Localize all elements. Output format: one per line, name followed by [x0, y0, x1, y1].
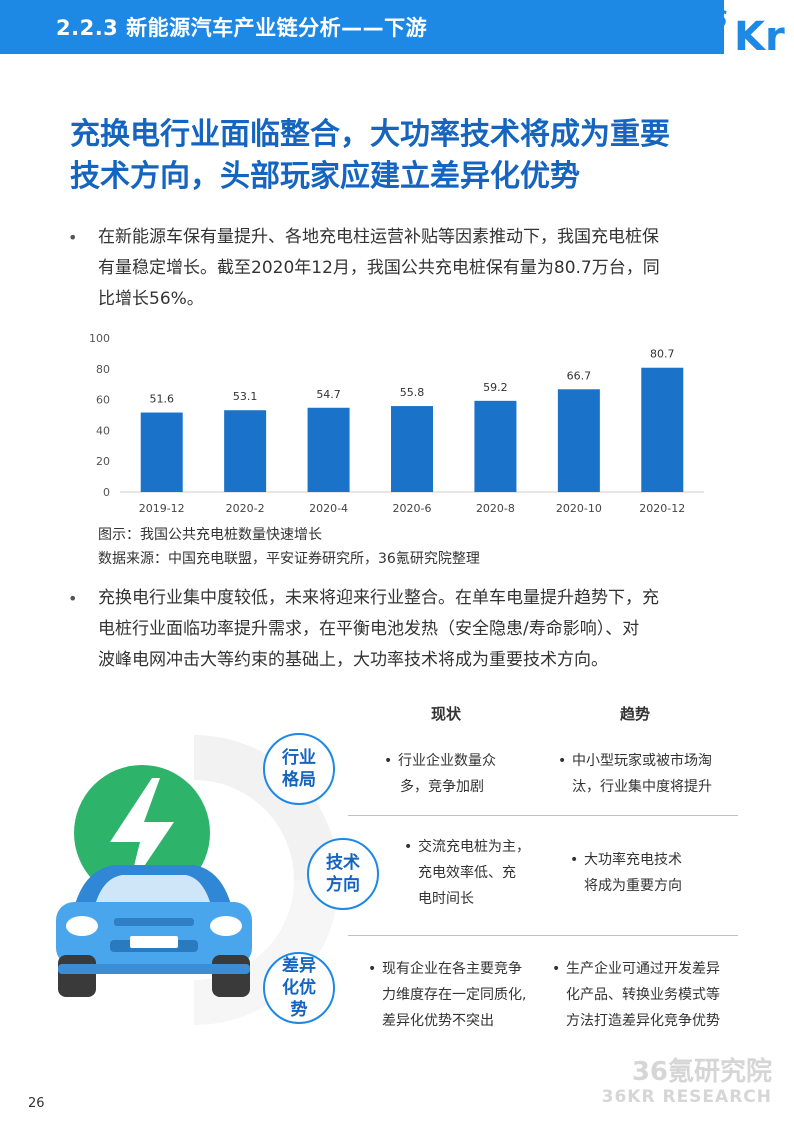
- svg-text:36: 36: [694, 6, 727, 34]
- bullet-1-line: 在新能源车保有量提升、各地充电柱运营补贴等因素推动下，我国充电桩保: [98, 227, 659, 247]
- bullet-marker: •: [68, 228, 78, 247]
- bar: [140, 412, 183, 492]
- x-tick-label: 2020-6: [393, 502, 432, 515]
- header-bar: 2.2.3 新能源汽车产业链分析——下游: [0, 0, 724, 54]
- column-header-current: 现状: [431, 705, 462, 723]
- cell-current-2: • 交流充电桩为主， 充电效率低、充 电时间长: [404, 839, 530, 907]
- bullet-1-line: 有量稳定增长。截至2020年12月，我国公共充电桩保有量为80.7万台，同: [98, 258, 660, 278]
- x-tick-label: 2020-10: [556, 502, 602, 515]
- cell-current-3: • 现有企业在各主要竞争 力维度存在一定同质化, 差异化优势不突出: [368, 961, 527, 1029]
- bar-value-label: 51.6: [149, 393, 174, 406]
- x-tick-label: 2020-4: [309, 502, 348, 515]
- electric-car-icon: [56, 865, 252, 997]
- grey-ring-decoration: [194, 735, 339, 880]
- y-tick-label: 80: [96, 363, 110, 376]
- bar: [557, 389, 600, 492]
- section-title: 2.2.3 新能源汽车产业链分析——下游: [56, 16, 428, 40]
- bar: [641, 367, 684, 492]
- bar-value-label: 53.1: [233, 390, 258, 403]
- watermark-en: 36KR RESEARCH: [601, 1087, 772, 1107]
- source-caption: 数据来源：中国充电联盟，平安证券研究所，36氪研究院整理: [98, 551, 480, 567]
- bar-value-label: 80.7: [650, 348, 675, 361]
- bullet-2-line: 充换电行业集中度较低，未来将迎来行业整合。在单车电量提升趋势下，充: [98, 588, 659, 608]
- cell-trend-3: • 生产企业可通过开发差异 化产品、转换业务模式等 方法打造差异化竞争优势: [552, 961, 720, 1029]
- bullet-2-line: 波峰电网冲击大等约束的基础上，大功率技术将成为重要技术方向。: [98, 650, 608, 670]
- watermark-cn: 36氪研究院: [631, 1057, 772, 1087]
- row-divider: [348, 815, 738, 816]
- row-divider: [348, 935, 738, 936]
- bar: [474, 400, 517, 492]
- x-tick-label: 2020-12: [639, 502, 685, 515]
- bullet-marker: •: [68, 589, 78, 608]
- bar: [224, 410, 267, 492]
- bar: [307, 407, 350, 492]
- bar: [391, 406, 433, 492]
- ev-charging-illustration: [56, 735, 339, 1025]
- bar-value-label: 55.8: [400, 386, 425, 399]
- bar-value-label: 54.7: [316, 388, 341, 401]
- y-tick-label: 20: [96, 455, 110, 468]
- bullet-1-line: 比增长56%。: [98, 289, 204, 309]
- 36kr-research-watermark: 36氪研究院 36KR RESEARCH: [602, 1057, 772, 1107]
- cell-current-1: • 行业企业数量众 多，竞争加剧: [384, 753, 496, 795]
- column-header-trend: 趋势: [620, 705, 651, 723]
- heading-line-1: 充换电行业面临整合，大功率技术将成为重要: [70, 117, 670, 152]
- cell-trend-2: • 大功率充电技术 将成为重要方向: [570, 852, 682, 894]
- x-tick-label: 2019-12: [139, 502, 185, 515]
- x-tick-label: 2020-2: [226, 502, 265, 515]
- y-tick-label: 0: [103, 486, 110, 499]
- charging-pile-bar-chart: 0 20 40 60 80 100 51.6 2019-12 53.1 2020-2 54.7 202…: [89, 332, 704, 515]
- lightning-bolt-icon: [110, 778, 174, 890]
- bar-value-label: 66.7: [567, 369, 592, 382]
- row-label-tech-direction: 技术方向: [307, 838, 379, 910]
- row-label-differentiation: 差异化优势: [263, 952, 335, 1024]
- bullet-paragraph-1: 在新能源车保有量提升、各地充电柱运营补贴等因素推动下，我国充电桩保 有量稳定增长…: [98, 222, 728, 315]
- bar-value-label: 59.2: [483, 381, 508, 394]
- page-heading: 充换电行业面临整合，大功率技术将成为重要 技术方向，头部玩家应建立差异化优势: [70, 114, 750, 198]
- heading-line-2: 技术方向，头部玩家应建立差异化优势: [70, 159, 580, 194]
- bullet-paragraph-2: 充换电行业集中度较低，未来将迎来行业整合。在单车电量提升趋势下，充 电桩行业面临…: [98, 583, 728, 676]
- y-tick-label: 40: [96, 424, 110, 437]
- figure-caption: 图示：我国公共充电桩数量快速增长: [98, 527, 322, 543]
- page-number: 26: [28, 1096, 45, 1111]
- y-tick-label: 100: [89, 332, 110, 345]
- row-label-industry-structure: 行业格局: [263, 733, 335, 805]
- x-tick-label: 2020-8: [476, 502, 515, 515]
- cell-trend-1: • 中小型玩家或被市场淘 汰，行业集中度将提升: [558, 753, 712, 795]
- bullet-2-line: 电桩行业面临功率提升需求，在平衡电池发热（安全隐患/寿命影响）、对: [98, 619, 640, 639]
- svg-text:Kr: Kr: [734, 14, 785, 54]
- 36kr-logo: 36 Kr: [694, 6, 785, 54]
- y-tick-label: 60: [96, 394, 110, 407]
